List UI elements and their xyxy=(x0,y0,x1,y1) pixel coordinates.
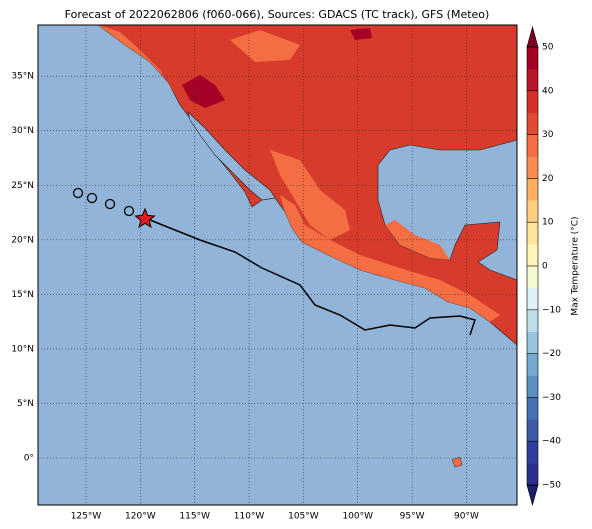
lon-tick-label: 90°W xyxy=(454,512,479,522)
tc-position xyxy=(86,192,98,204)
lon-tick-label: 120°W xyxy=(125,512,156,522)
lat-tick-label: 0° xyxy=(24,454,34,464)
colorbar-band xyxy=(527,309,538,332)
colorbar-tick-label: −20 xyxy=(542,349,561,359)
island xyxy=(451,456,463,468)
colorbar-extend-max xyxy=(526,25,539,48)
lat-tick-label: 15°N xyxy=(11,290,34,300)
colorbar-tick-label: −30 xyxy=(542,393,561,403)
colorbar-band xyxy=(527,68,538,92)
tc-current xyxy=(134,207,156,229)
lat-tick-label: 20°N xyxy=(11,235,34,245)
map xyxy=(38,25,517,505)
colorbar-band xyxy=(527,156,538,179)
colorbar-band xyxy=(527,397,538,420)
grid xyxy=(38,25,517,505)
gulf-of-california xyxy=(187,111,276,201)
colorbar-tick-label: 10 xyxy=(542,218,554,228)
colorbar-tick-label: −10 xyxy=(542,305,561,315)
colorbar-band xyxy=(527,287,538,311)
colorbar-band xyxy=(527,441,538,464)
colorbar-tick-label: 30 xyxy=(542,130,554,140)
map-frame xyxy=(37,24,518,506)
colorbar-band xyxy=(527,331,538,354)
colorbar-band xyxy=(527,266,538,289)
colorbar-band xyxy=(527,353,538,376)
colorbar-extend-min xyxy=(526,484,539,507)
colorbar-band xyxy=(527,200,538,223)
tc-track xyxy=(144,217,476,336)
land-hot xyxy=(182,75,225,108)
colorbar-band xyxy=(527,419,538,442)
colorbar-band xyxy=(527,244,538,267)
lon-tick-label: 105°W xyxy=(288,512,319,522)
colorbar-tick-label: −40 xyxy=(542,437,561,447)
colorbar: −50 −40 −30 −20 −10 0 10 20 30 40 50 xyxy=(526,25,561,507)
colorbar-band xyxy=(527,47,538,70)
map-title: Forecast of 2022062806 (f060-066), Sourc… xyxy=(65,8,490,21)
lon-tick-label: 125°W xyxy=(71,512,102,522)
colorbar-tick-label: −50 xyxy=(542,481,561,491)
colorbar-label: Max Temperature (°C) xyxy=(571,216,581,315)
tc-positions xyxy=(72,187,135,217)
colorbar-band xyxy=(527,375,538,398)
lat-tick-label: 5°N xyxy=(17,399,34,409)
lat-tick-label: 35°N xyxy=(11,72,34,82)
tc-position xyxy=(72,187,84,199)
colorbar-tick-label: 50 xyxy=(542,43,554,53)
colorbar-tick-label: 20 xyxy=(542,174,554,184)
lon-tick-label: 95°W xyxy=(400,512,425,522)
lon-tick-label: 115°W xyxy=(179,512,210,522)
land-warm xyxy=(280,195,500,322)
colorbar-band xyxy=(527,134,538,157)
lat-tick-label: 25°N xyxy=(11,181,34,191)
lat-tick-label: 30°N xyxy=(11,126,34,136)
land-hot xyxy=(350,28,372,40)
colorbar-tick-label: 0 xyxy=(542,262,548,272)
lon-tick-label: 100°W xyxy=(342,512,373,522)
tc-position xyxy=(123,205,135,217)
colorbar-tick-label: 40 xyxy=(542,86,554,96)
tc-position xyxy=(104,198,116,210)
colorbar-band xyxy=(527,463,538,486)
colorbar-band xyxy=(527,178,538,201)
colorbar-band xyxy=(527,90,538,113)
land-warm xyxy=(385,220,450,260)
land-warm xyxy=(270,150,350,240)
lat-tick-label: 10°N xyxy=(11,344,34,354)
lon-tick-label: 110°W xyxy=(234,512,265,522)
land-warm xyxy=(230,30,300,62)
colorbar-band xyxy=(527,222,538,245)
colorbar-band xyxy=(527,112,538,135)
